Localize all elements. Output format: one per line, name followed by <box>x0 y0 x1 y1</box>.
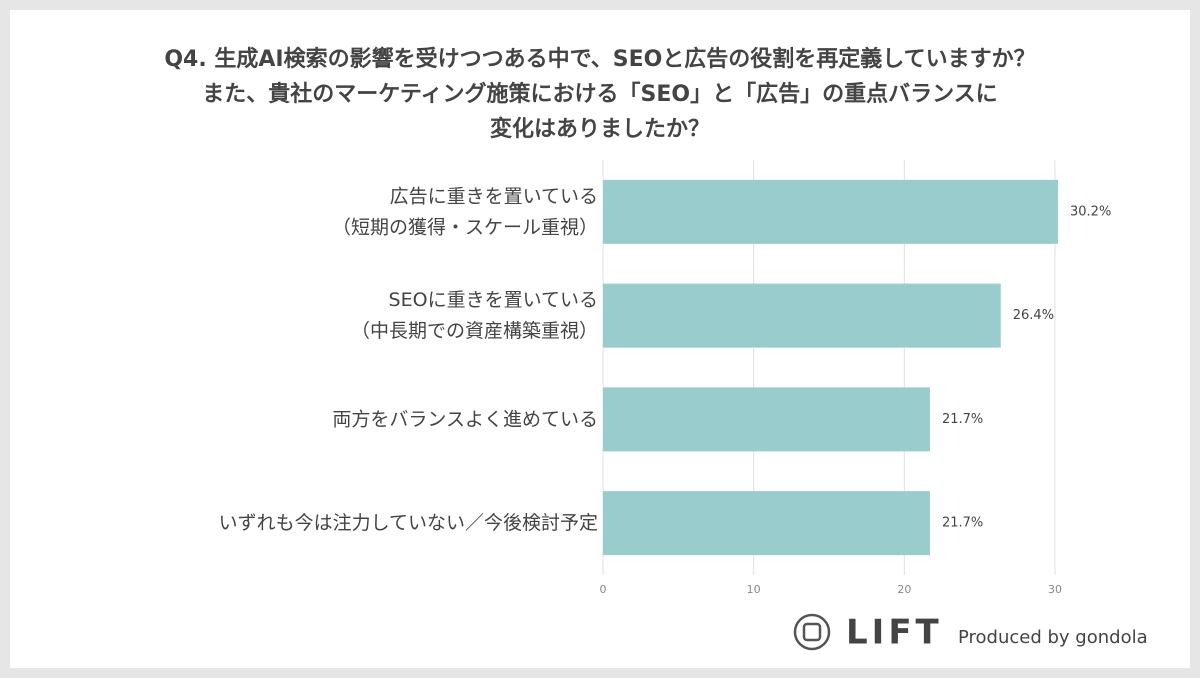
bar <box>603 179 1059 244</box>
x-tick-label: 0 <box>600 583 607 596</box>
bar <box>603 387 930 452</box>
y-tick-label: SEOに重きを置いている （中長期での資産構築重視） <box>351 289 598 342</box>
y-tick-label-line: （中長期での資産構築重視） <box>351 320 598 342</box>
y-tick-label: 両方をバランスよく進めている <box>332 408 598 430</box>
y-tick-label-line: いずれも今は注力していない／今後検討予定 <box>219 512 598 534</box>
card <box>10 10 1190 668</box>
y-tick-label-line: SEOに重きを置いている <box>389 289 598 311</box>
logo <box>793 613 831 651</box>
y-tick-label: いずれも今は注力していない／今後検討予定 <box>219 512 598 534</box>
bar <box>603 283 1001 348</box>
chart-title: Q4. 生成AI検索の影響を受けつつある中で、SEOと広告の役割を再定義していま… <box>164 46 1035 72</box>
logo-mark <box>802 622 822 642</box>
bar <box>603 491 930 556</box>
y-tick-label: 広告に重きを置いている （短期の獲得・スケール重視） <box>332 185 598 238</box>
logo-ring <box>793 613 831 651</box>
chart-title: 変化はありましたか？ <box>490 116 710 142</box>
x-tick-label: 10 <box>747 583 761 596</box>
logo-text: LIFT <box>846 613 943 653</box>
credit: Produced by gondola <box>958 627 1148 648</box>
value-label: 30.2% <box>1070 204 1111 219</box>
value-label: 21.7% <box>942 412 983 427</box>
value-label: 21.7% <box>942 516 983 531</box>
chart-title: また、貴社のマーケティング施策における「SEO」と「広告」の重点バランスに <box>202 81 997 107</box>
y-tick-label-line: 両方をバランスよく進めている <box>332 408 598 430</box>
y-tick-label-line: （短期の獲得・スケール重視） <box>332 216 598 238</box>
y-tick-label-line: 広告に重きを置いている <box>390 185 598 207</box>
x-tick-label: 20 <box>897 583 911 596</box>
value-label: 26.4% <box>1013 308 1054 323</box>
x-tick-label: 30 <box>1048 583 1062 596</box>
